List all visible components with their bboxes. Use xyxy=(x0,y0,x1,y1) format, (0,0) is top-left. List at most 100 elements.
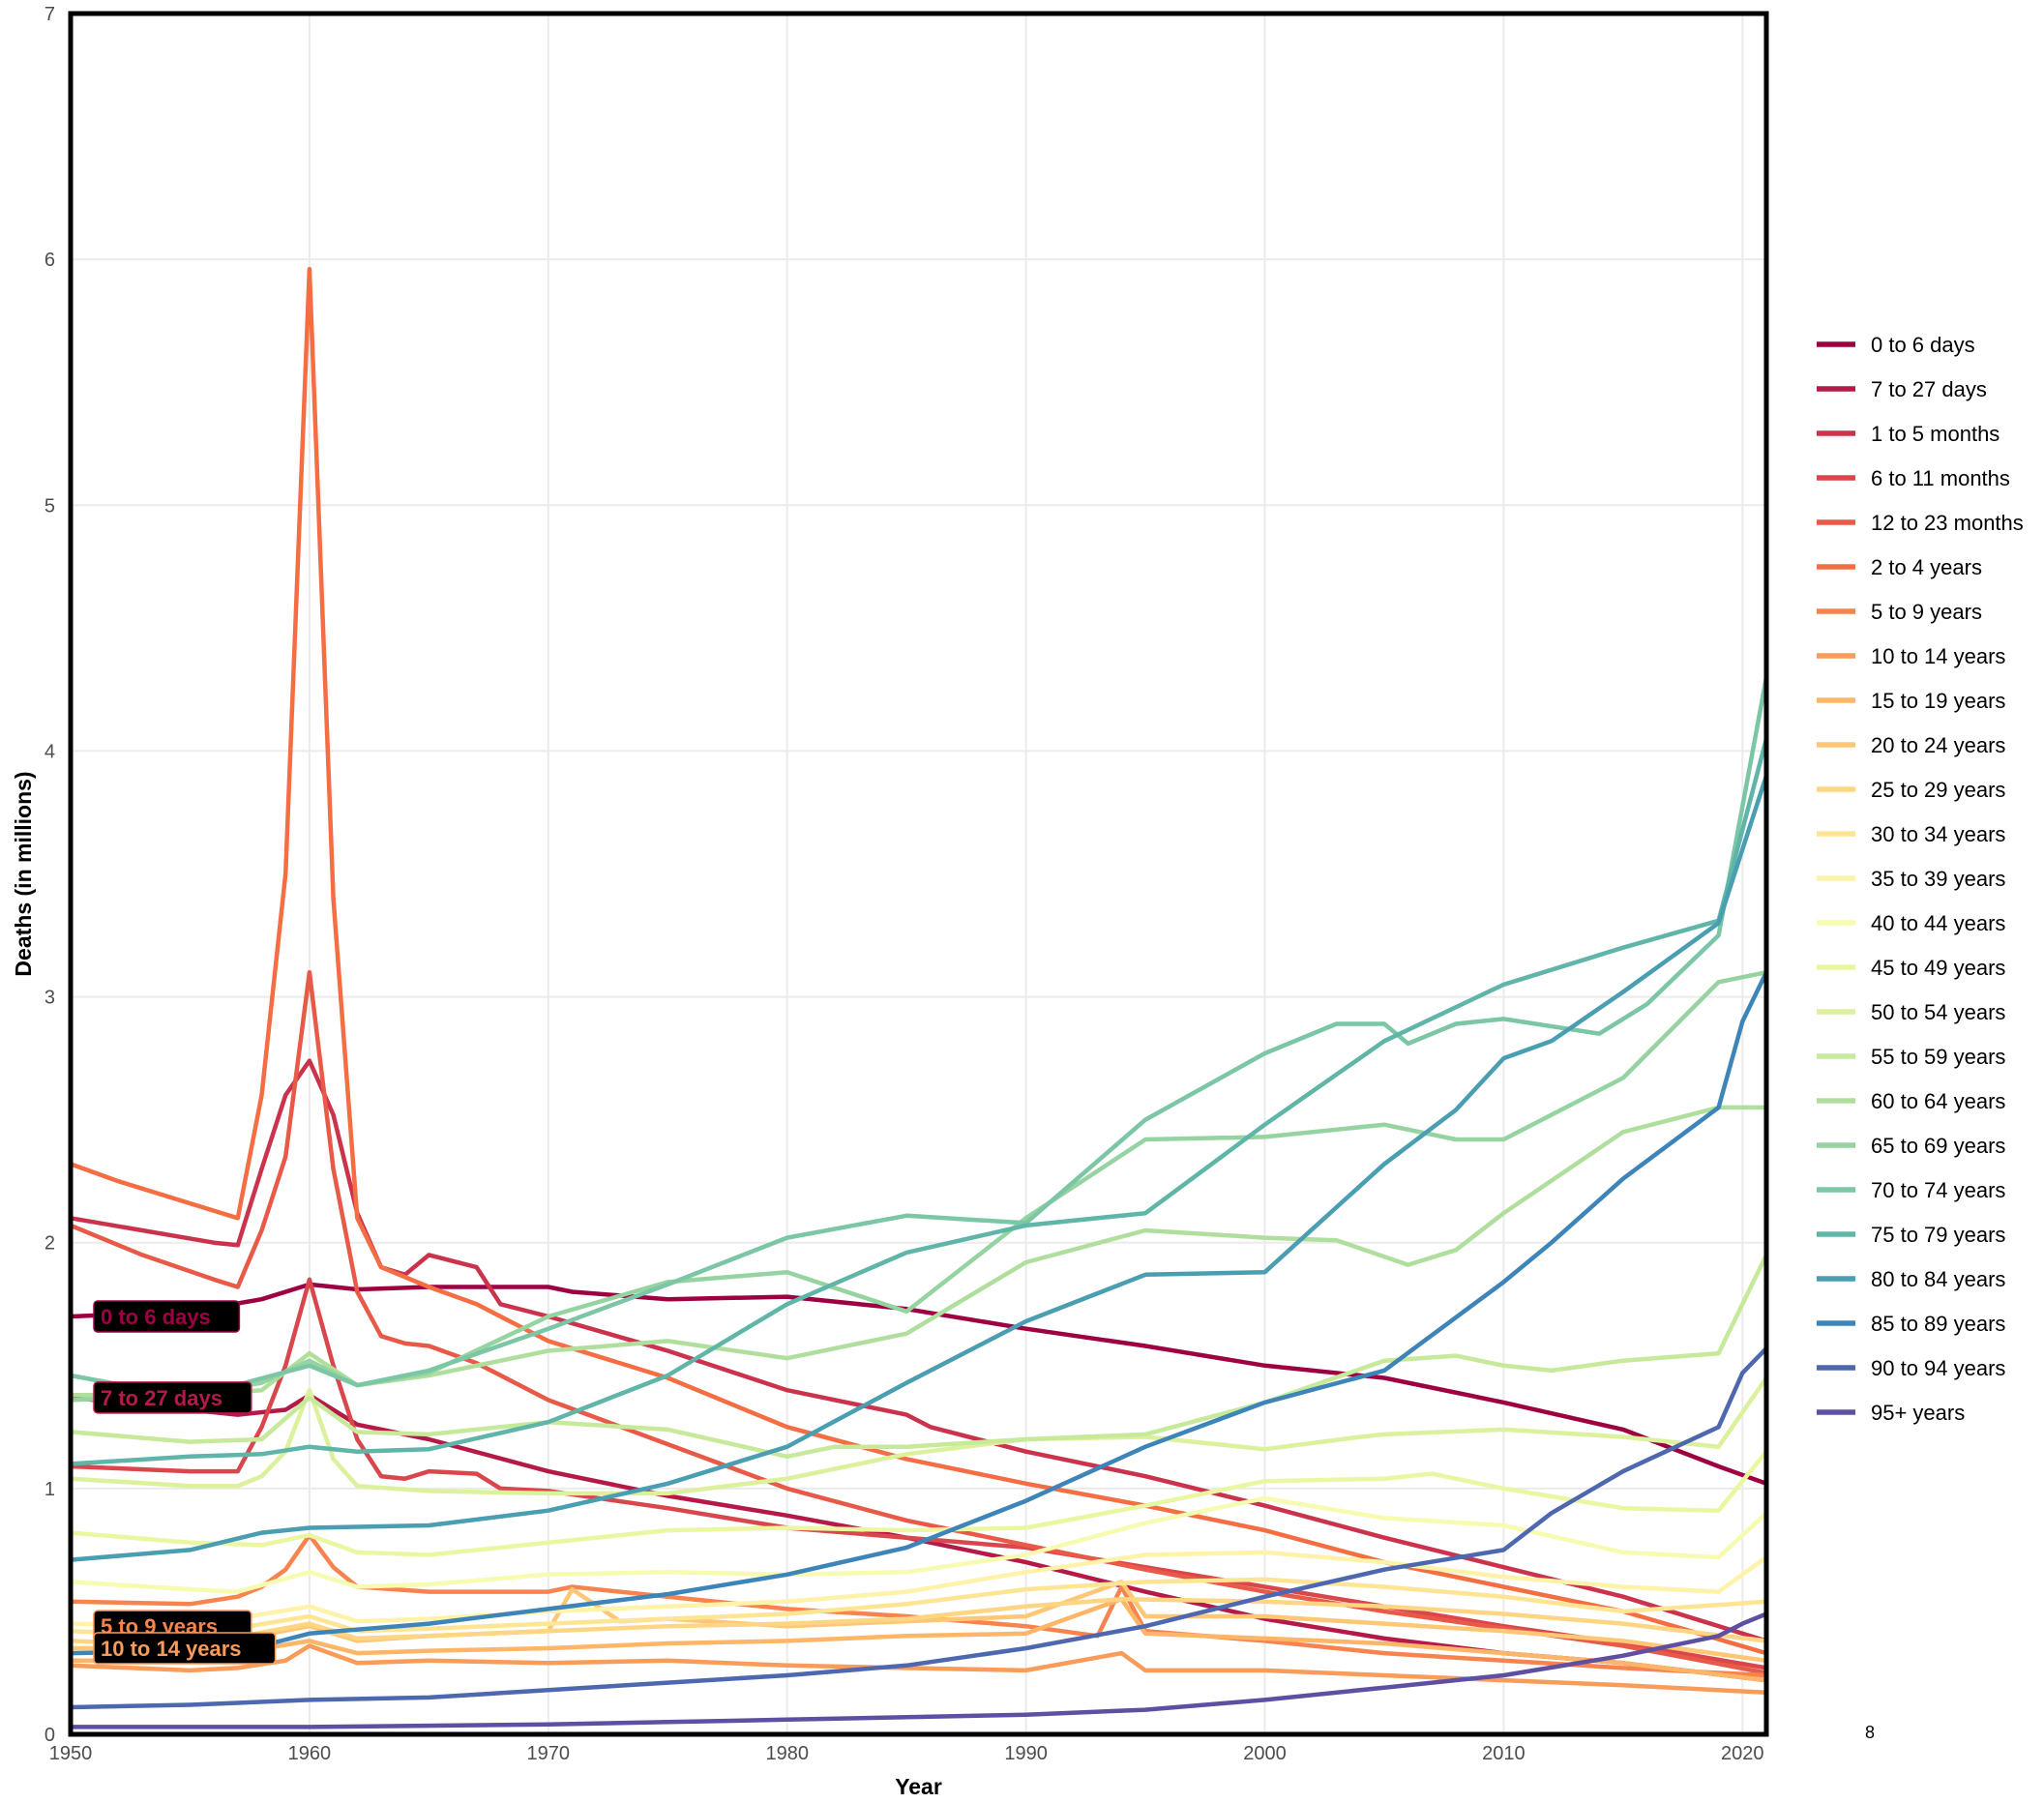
legend-label: 10 to 14 years xyxy=(1871,644,2005,668)
plot-frame xyxy=(68,11,1769,1737)
series-line-11 xyxy=(68,1577,1769,1639)
legend-label: 40 to 44 years xyxy=(1871,911,2005,935)
legend-label: 85 to 89 years xyxy=(1871,1312,2005,1336)
legend-item: 60 to 64 years xyxy=(1817,1089,2005,1113)
legend-label: 12 to 23 months xyxy=(1871,511,2024,535)
legend-item: 25 to 29 years xyxy=(1817,778,2005,802)
y-tick-label: 7 xyxy=(44,4,55,25)
legend-label: 45 to 49 years xyxy=(1871,956,2005,980)
legend-item: 70 to 74 years xyxy=(1817,1178,2005,1202)
legend-label: 75 to 79 years xyxy=(1871,1223,2005,1247)
legend-label: 5 to 9 years xyxy=(1871,600,1982,624)
legend-item: 45 to 49 years xyxy=(1817,956,2005,980)
y-tick-label: 0 xyxy=(44,1725,55,1746)
line-tag-text: 10 to 14 years xyxy=(101,1637,242,1661)
legend-item: 6 to 11 months xyxy=(1817,466,2010,490)
series-line-14 xyxy=(68,1449,1769,1557)
series-line-22 xyxy=(68,969,1769,1656)
series-line-4 xyxy=(68,969,1769,1675)
legend-label: 70 to 74 years xyxy=(1871,1178,2005,1202)
y-tick-label: 3 xyxy=(44,988,55,1009)
legend-item: 1 to 5 months xyxy=(1817,422,2000,446)
x-tick-label: 1970 xyxy=(527,1743,571,1764)
legend: 0 to 6 days 7 to 27 days 1 to 5 months 6 to… xyxy=(1817,333,2024,1425)
series-line-21 xyxy=(68,773,1769,1562)
legend-label: 65 to 69 years xyxy=(1871,1134,2005,1158)
legend-label: 60 to 64 years xyxy=(1871,1089,2005,1113)
legend-item: 5 to 9 years xyxy=(1817,600,1982,624)
legend-label: 90 to 94 years xyxy=(1871,1356,2005,1380)
line-tag: 10 to 14 years xyxy=(93,1632,277,1665)
legend-label: 95+ years xyxy=(1871,1401,1965,1425)
series-line-13 xyxy=(68,1495,1769,1594)
legend-item: 12 to 23 months xyxy=(1817,511,2024,535)
x-tick-label: 2000 xyxy=(1243,1743,1287,1764)
series-line-1 xyxy=(68,1393,1769,1683)
y-tick-label: 1 xyxy=(44,1479,55,1500)
x-tick-label: 2020 xyxy=(1721,1743,1764,1764)
legend-label: 20 to 24 years xyxy=(1871,733,2005,757)
series-line-16 xyxy=(68,1253,1769,1460)
series-line-24 xyxy=(68,1611,1769,1729)
y-tick-label: 5 xyxy=(44,495,55,517)
grid-lines xyxy=(70,13,1766,1735)
legend-item: 40 to 44 years xyxy=(1817,911,2005,935)
x-tick-label: 1960 xyxy=(288,1743,332,1764)
series-lines xyxy=(68,267,1769,1729)
x-tick-label: 1990 xyxy=(1004,1743,1048,1764)
legend-item: 7 to 27 days xyxy=(1817,377,1987,401)
legend-label: 1 to 5 months xyxy=(1871,422,2000,446)
x-axis-title: Year xyxy=(895,1774,942,1799)
legend-label: 25 to 29 years xyxy=(1871,778,2005,802)
legend-item: 2 to 4 years xyxy=(1817,555,1982,579)
legend-label: 7 to 27 days xyxy=(1871,377,1987,401)
series-line-19 xyxy=(68,674,1769,1401)
legend-item: 75 to 79 years xyxy=(1817,1223,2005,1247)
x-axis-ticks: 1950 1960 1970 1980 1990 2000 2010 2020 xyxy=(49,1743,1764,1764)
line-tag-box xyxy=(93,1300,241,1333)
line-tag: 7 to 27 days xyxy=(93,1381,252,1414)
legend-item: 80 to 84 years xyxy=(1817,1267,2005,1291)
legend-label: 2 to 4 years xyxy=(1871,555,1982,579)
stray-label: 8 xyxy=(1865,1723,1875,1742)
series-line-12 xyxy=(68,1550,1769,1629)
x-tick-label: 1980 xyxy=(765,1743,809,1764)
legend-label: 6 to 11 months xyxy=(1871,466,2010,490)
legend-label: 0 to 6 days xyxy=(1871,333,1975,357)
series-line-8 xyxy=(68,1596,1769,1683)
series-line-6 xyxy=(68,1532,1769,1678)
legend-item: 35 to 39 years xyxy=(1817,867,2005,891)
legend-label: 55 to 59 years xyxy=(1871,1045,2005,1069)
legend-item: 90 to 94 years xyxy=(1817,1356,2005,1380)
series-line-9 xyxy=(68,1580,1769,1664)
legend-label: 35 to 39 years xyxy=(1871,867,2005,891)
series-line-17 xyxy=(68,1105,1769,1398)
line-tag-box xyxy=(93,1381,252,1414)
series-line-20 xyxy=(68,736,1769,1466)
legend-item: 30 to 34 years xyxy=(1817,822,2005,846)
line-tag-box xyxy=(93,1632,277,1665)
series-line-15 xyxy=(68,1375,1769,1496)
x-tick-label: 2010 xyxy=(1482,1743,1526,1764)
y-tick-label: 4 xyxy=(44,741,55,762)
series-line-18 xyxy=(68,969,1769,1403)
y-tick-label: 2 xyxy=(44,1233,55,1255)
series-line-23 xyxy=(68,1345,1769,1710)
legend-label: 30 to 34 years xyxy=(1871,822,2005,846)
line-tag: 0 to 6 days xyxy=(93,1300,241,1333)
x-tick-label: 1950 xyxy=(49,1743,93,1764)
y-axis-title: Deaths (in millions) xyxy=(11,771,36,976)
legend-item: 95+ years xyxy=(1817,1401,1965,1425)
legend-label: 15 to 19 years xyxy=(1871,689,2005,713)
legend-label: 80 to 84 years xyxy=(1871,1267,2005,1291)
legend-item: 55 to 59 years xyxy=(1817,1045,2005,1069)
y-axis-ticks: 0 1 2 3 4 5 6 7 xyxy=(44,4,55,1746)
series-line-7 xyxy=(68,1643,1769,1696)
legend-item: 65 to 69 years xyxy=(1817,1134,2005,1158)
legend-item: 0 to 6 days xyxy=(1817,333,1975,357)
line-tag-text: 7 to 27 days xyxy=(101,1386,222,1410)
legend-item: 20 to 24 years xyxy=(1817,733,2005,757)
legend-item: 15 to 19 years xyxy=(1817,689,2005,713)
